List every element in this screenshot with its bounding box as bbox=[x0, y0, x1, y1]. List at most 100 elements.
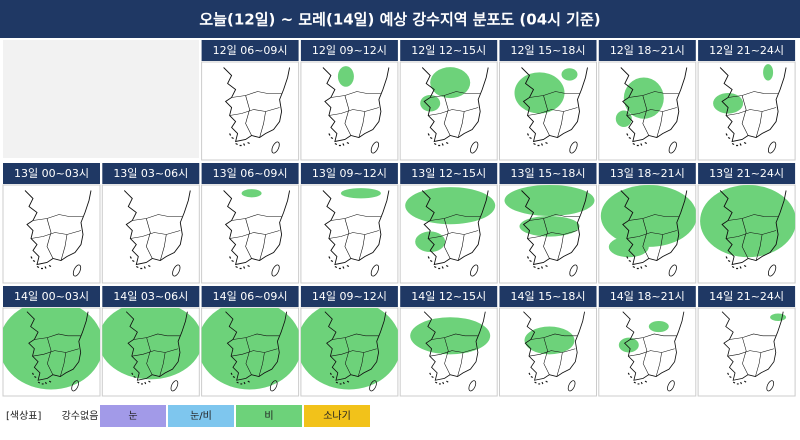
precip-area bbox=[420, 67, 471, 112]
rain-blob bbox=[648, 320, 669, 333]
legend-swatch bbox=[236, 405, 302, 427]
rain-blob bbox=[504, 185, 595, 216]
panel-grid: 12일 06~09시 12일 09~12시 12일 12~15시 12일 15~18시… bbox=[2, 40, 796, 397]
precip-area bbox=[524, 326, 575, 355]
legend-swatch bbox=[304, 405, 370, 427]
rain-blob bbox=[608, 236, 649, 258]
panel-header bbox=[102, 286, 200, 307]
rain-blob bbox=[241, 189, 262, 198]
legend-item: 비 bbox=[264, 410, 273, 422]
panel-header bbox=[400, 40, 498, 61]
panel-header bbox=[499, 286, 597, 307]
panel-label: 14일 00~03시 bbox=[14, 289, 89, 303]
rain-blob bbox=[3, 308, 100, 390]
precip-area bbox=[514, 68, 578, 114]
map-bg bbox=[697, 307, 796, 397]
panel-label: 13일 12~15시 bbox=[411, 166, 486, 180]
rain-blob bbox=[615, 110, 632, 127]
rain-blob bbox=[300, 308, 398, 390]
panel-label: 13일 06~09시 bbox=[213, 166, 288, 180]
rain-blob bbox=[561, 68, 578, 81]
panel-header bbox=[698, 286, 796, 307]
rain-blob bbox=[763, 64, 774, 81]
legend-item: 소나기 bbox=[323, 410, 351, 422]
legend-item: 강수없음 bbox=[62, 409, 99, 422]
map-bg bbox=[300, 184, 399, 284]
rain-blob bbox=[405, 187, 496, 225]
legend-item: 눈 bbox=[128, 410, 137, 422]
precip-area bbox=[3, 308, 100, 390]
panel-label: 13일 15~18시 bbox=[511, 166, 586, 180]
panel-header bbox=[698, 40, 796, 61]
precip-area bbox=[770, 313, 787, 321]
title-bar bbox=[0, 0, 800, 38]
panel-header bbox=[698, 163, 796, 184]
rain-blob bbox=[600, 185, 696, 247]
panel-header bbox=[598, 286, 696, 307]
panel-header bbox=[201, 286, 299, 307]
rain-blob bbox=[770, 313, 787, 321]
panel-header bbox=[3, 286, 100, 307]
panel-label: 12일 15~18시 bbox=[511, 43, 586, 57]
precip-area bbox=[102, 308, 200, 380]
panel-label: 13일 03~06시 bbox=[113, 166, 188, 180]
rain-blob bbox=[102, 308, 200, 380]
panel-label: 12일 21~24시 bbox=[709, 43, 784, 57]
panel-header bbox=[201, 40, 299, 61]
rain-blob bbox=[415, 231, 446, 253]
map-bg bbox=[697, 61, 796, 161]
rain-blob bbox=[618, 337, 639, 353]
map-bg bbox=[598, 307, 697, 397]
title: 오늘(12일) ~ 모레(14일) 예상 강수지역 분포도 (04시 기준) bbox=[199, 11, 600, 29]
panel-header bbox=[300, 163, 398, 184]
rain-blob bbox=[340, 188, 381, 199]
legend: [색상표] 강수없음 눈 눈/비 비 소나기 bbox=[6, 405, 370, 427]
panel-label: 14일 21~24시 bbox=[709, 289, 784, 303]
rain-blob bbox=[201, 308, 299, 390]
precip-area bbox=[713, 64, 774, 114]
precip-area bbox=[618, 320, 669, 353]
rain-blob bbox=[700, 185, 796, 258]
legend-label: [색상표] bbox=[6, 410, 42, 422]
panel-header bbox=[598, 40, 696, 61]
panel-label: 13일 09~12시 bbox=[312, 166, 387, 180]
precip-area bbox=[700, 185, 796, 258]
panel-header bbox=[400, 163, 498, 184]
panel-header bbox=[102, 163, 200, 184]
panel-label: 14일 12~15시 bbox=[411, 289, 486, 303]
rain-blob bbox=[337, 66, 354, 87]
precip-area bbox=[600, 185, 696, 258]
panel-label: 13일 00~03시 bbox=[14, 166, 89, 180]
map-bg bbox=[2, 184, 101, 284]
panel-label: 12일 09~12시 bbox=[312, 43, 387, 57]
rain-blob bbox=[430, 67, 471, 99]
rain-blob bbox=[420, 95, 441, 112]
rain-blob bbox=[524, 326, 575, 355]
panel-header bbox=[499, 40, 597, 61]
panel-label: 13일 21~24시 bbox=[709, 166, 784, 180]
panel-header bbox=[499, 163, 597, 184]
panel-label: 14일 09~12시 bbox=[312, 289, 387, 303]
empty-cell bbox=[3, 40, 199, 158]
panel-label: 14일 03~06시 bbox=[113, 289, 188, 303]
panel-label: 12일 06~09시 bbox=[213, 43, 288, 57]
panel-label: 12일 12~15시 bbox=[411, 43, 486, 57]
precip-area bbox=[504, 185, 595, 237]
panel-label: 14일 06~09시 bbox=[213, 289, 288, 303]
panel-header bbox=[400, 286, 498, 307]
legend-swatch bbox=[100, 405, 166, 427]
legend-swatch bbox=[168, 405, 234, 427]
precip-area bbox=[201, 308, 299, 390]
legend-item: 눈/비 bbox=[190, 410, 212, 422]
precip-area bbox=[300, 308, 398, 390]
precip-area bbox=[337, 66, 354, 87]
panel-header bbox=[300, 40, 398, 61]
panel-label: 14일 15~18시 bbox=[511, 289, 586, 303]
panel-header bbox=[300, 286, 398, 307]
panel-header bbox=[3, 163, 100, 184]
map-bg bbox=[201, 184, 300, 284]
rain-blob bbox=[713, 92, 744, 114]
rain-blob bbox=[519, 215, 580, 237]
precip-area bbox=[340, 188, 381, 199]
